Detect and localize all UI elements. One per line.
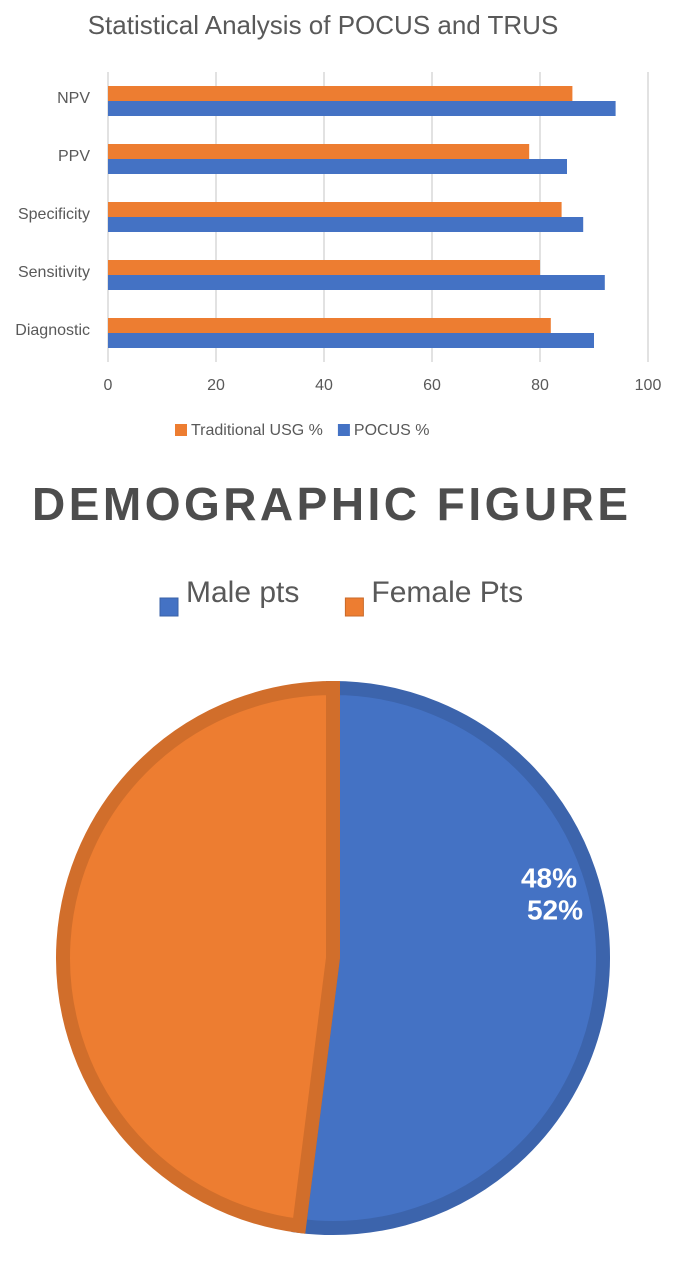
- x-tick-label: 60: [423, 377, 441, 394]
- data-label: 48%: [521, 862, 577, 893]
- bar: [108, 260, 540, 275]
- bar: [108, 333, 594, 348]
- bar: [108, 101, 616, 116]
- legend-swatch: [175, 424, 187, 436]
- bar: [108, 202, 562, 217]
- pie-slice: [291, 680, 610, 1235]
- chart-title: Statistical Analysis of POCUS and TRUS: [88, 10, 559, 40]
- y-tick-label: Specificity: [18, 206, 90, 223]
- legend-swatch: [344, 597, 364, 617]
- bar: [108, 159, 567, 174]
- data-label: 52%: [527, 894, 583, 925]
- y-tick-label: Sensitivity: [18, 264, 90, 281]
- x-tick-label: 80: [531, 377, 549, 394]
- legend-label: Traditional USG %: [191, 422, 323, 439]
- legend-swatch: [159, 597, 179, 617]
- x-tick-label: 0: [104, 377, 113, 394]
- y-tick-label: NPV: [57, 90, 90, 107]
- bar: [108, 217, 584, 232]
- legend-label: POCUS %: [354, 422, 430, 439]
- x-tick-label: 100: [635, 377, 662, 394]
- y-tick-label: PPV: [58, 148, 90, 165]
- bar: [108, 86, 573, 101]
- legend-label: Male pts: [186, 576, 299, 609]
- bar: [108, 318, 551, 333]
- pie-slice: [56, 680, 340, 1234]
- x-tick-label: 40: [315, 377, 333, 394]
- legend-label: Female Pts: [371, 576, 523, 609]
- chart-title: DEMOGRAPHIC FIGURE: [32, 478, 628, 530]
- y-tick-label: Diagnostic: [15, 322, 90, 339]
- legend-swatch: [337, 424, 350, 436]
- bar: [108, 144, 530, 159]
- x-tick-label: 20: [207, 377, 225, 394]
- bar: [108, 275, 605, 290]
